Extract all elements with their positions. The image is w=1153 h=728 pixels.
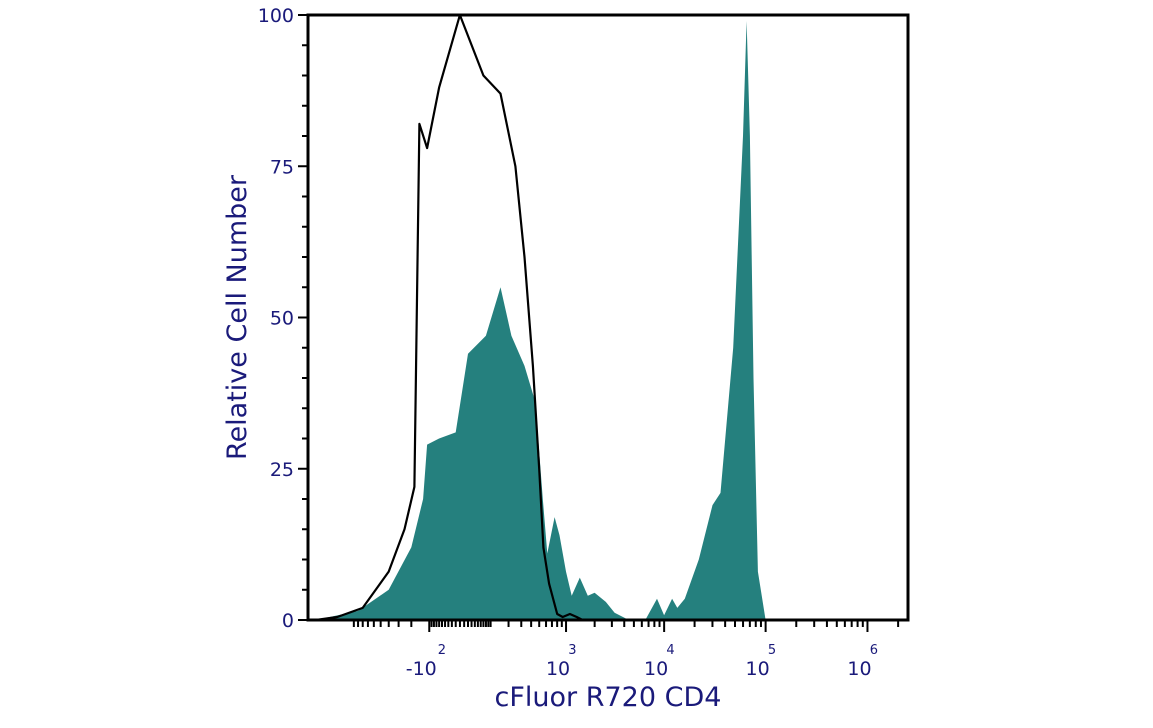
x-tick-label: 10 — [546, 658, 570, 680]
y-tick-label: 25 — [270, 459, 294, 481]
ticks-layer — [298, 14, 900, 632]
x-tick-exponent: 6 — [870, 643, 878, 658]
x-tick-exponent: 5 — [768, 643, 776, 658]
x-tick-exponent: 4 — [666, 643, 674, 658]
x-tick-label: 10 — [746, 658, 770, 680]
control-histogram-line — [315, 13, 899, 622]
x-tick-label: 10 — [847, 658, 871, 680]
y-axis-label: Relative Cell Number — [222, 174, 253, 460]
stained-histogram-area — [315, 21, 899, 620]
x-tick-label: 10 — [644, 658, 668, 680]
x-tick-exponent: 2 — [438, 643, 446, 658]
y-tick-label: 50 — [270, 308, 294, 330]
y-tick-label: 100 — [258, 5, 294, 27]
x-tick-exponent: 3 — [568, 643, 576, 658]
y-tick-label: 0 — [282, 610, 294, 632]
plot-frame — [306, 13, 910, 622]
series-layer — [315, 13, 899, 622]
x-axis-label: cFluor R720 CD4 — [495, 682, 722, 713]
y-tick-label: 75 — [270, 156, 294, 178]
x-tick-label: -10 — [406, 658, 437, 680]
